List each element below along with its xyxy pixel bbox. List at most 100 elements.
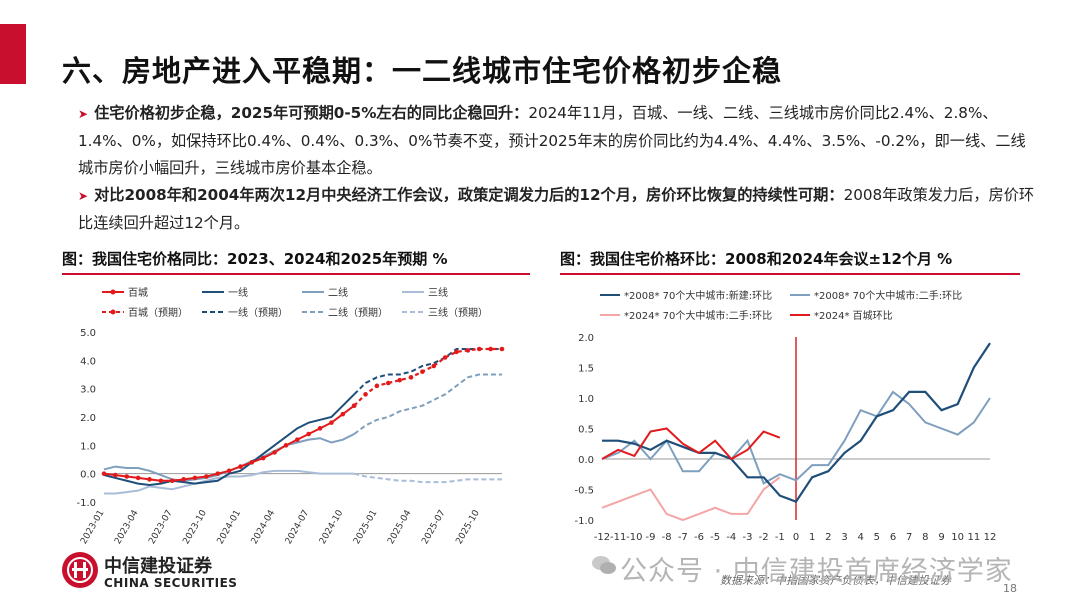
right-figure-rule bbox=[560, 273, 1020, 275]
x-tick-label: -11 bbox=[610, 532, 626, 543]
data-point bbox=[238, 464, 243, 469]
x-tick-label: 4 bbox=[857, 532, 863, 543]
watermark-text: 公众号 · 中信建投首席经济学家 bbox=[620, 556, 1013, 587]
x-tick-label: -4 bbox=[726, 532, 736, 543]
legend-label: 百城（预期） bbox=[128, 307, 188, 319]
data-point bbox=[454, 349, 459, 355]
data-point bbox=[158, 478, 164, 484]
right-figure-title: 图：我国住宅价格环比：2008和2024年会议±12个月 % bbox=[560, 250, 953, 268]
x-tick-label: 2024-10 bbox=[318, 508, 346, 546]
watermark: 公众号 · 中信建投首席经济学家 bbox=[560, 549, 1013, 588]
x-tick-label: 2025-01 bbox=[352, 509, 379, 547]
data-point bbox=[283, 443, 289, 448]
series-line-1 bbox=[103, 393, 355, 487]
x-tick-label: -12 bbox=[594, 532, 610, 543]
bullet-2-heading: 对比2008年和2004年两次12月中央经济工作会议，政策定调发力后的12个月，… bbox=[94, 186, 844, 204]
data-point bbox=[420, 369, 425, 374]
series-line-3 bbox=[104, 469, 355, 495]
mom-price-chart: -1.0-0.50.00.51.01.52.0-12 -11 -10 -9 -8 -7 -6… bbox=[574, 289, 996, 543]
wechat-icon bbox=[592, 556, 616, 574]
x-tick-label: -7 bbox=[678, 532, 688, 543]
y-tick-label: 1.0 bbox=[80, 441, 96, 452]
x-tick-label: 3 bbox=[841, 532, 847, 543]
legend-label: 三线（预期） bbox=[428, 306, 488, 319]
data-point bbox=[329, 420, 334, 425]
x-tick-label: -6 bbox=[694, 532, 704, 543]
left-figure-title: 图：我国住宅价格同比：2023、2024和2025年预期 % bbox=[62, 250, 448, 268]
data-source: 数据来源：中指国家资产负债表，中信建投证券 bbox=[720, 574, 951, 587]
x-tick-label: 5 bbox=[874, 532, 880, 543]
series-line-5 bbox=[353, 348, 502, 396]
data-point bbox=[397, 377, 402, 383]
y-tick-label: -0.5 bbox=[574, 486, 594, 497]
x-tick-label: -1 bbox=[775, 532, 785, 543]
bullet-arrow-icon: ➤ bbox=[78, 107, 89, 121]
data-point bbox=[147, 477, 152, 482]
y-tick-label: 2.0 bbox=[578, 333, 594, 344]
logo-text-en: CHINA SECURITIES bbox=[104, 576, 238, 590]
bullet-arrow-icon: ➤ bbox=[78, 189, 89, 203]
data-point bbox=[351, 403, 357, 408]
page-title: 六、房地产进入平稳期：一二线城市住宅价格初步企稳 bbox=[62, 54, 783, 88]
data-point bbox=[476, 346, 482, 352]
x-tick-label: 2023-04 bbox=[113, 508, 141, 546]
y-tick-label: 1.5 bbox=[578, 364, 594, 375]
y-tick-label: -1.0 bbox=[76, 498, 96, 509]
x-tick-label: -2 bbox=[759, 532, 769, 543]
x-tick-label: 9 bbox=[938, 532, 944, 543]
data-point bbox=[363, 392, 368, 397]
x-tick-label: -3 bbox=[743, 532, 753, 543]
legend-label: 一线 bbox=[228, 286, 248, 299]
x-tick-label: 7 bbox=[906, 532, 912, 543]
data-point bbox=[295, 437, 300, 442]
data-point bbox=[272, 450, 277, 455]
x-tick-label: 2025-04 bbox=[386, 508, 414, 546]
legend-label: *2008* 70个大中城市:二手:环比 bbox=[814, 289, 962, 302]
bullet-1: ➤ 住宅价格初步企稳，2025年可预期0-5%左右的同比企稳回升：2024年11月… bbox=[78, 100, 1038, 182]
x-tick-label: -5 bbox=[710, 532, 720, 543]
data-point bbox=[181, 477, 186, 482]
x-tick-label: 2024-07 bbox=[284, 509, 311, 547]
x-tick-label: -10 bbox=[626, 532, 642, 543]
title-accent-bar bbox=[0, 24, 26, 84]
x-tick-label: 2 bbox=[825, 532, 831, 543]
series-line-3 bbox=[601, 427, 781, 461]
x-tick-label: 0 bbox=[793, 532, 799, 543]
y-tick-label: 2.0 bbox=[80, 413, 96, 424]
y-tick-label: 4.0 bbox=[80, 356, 96, 367]
y-tick-label: 0.5 bbox=[578, 425, 594, 436]
legend-label: *2024* 70个大中城市:二手:环比 bbox=[624, 309, 772, 322]
x-tick-label: 2025-07 bbox=[420, 509, 447, 547]
y-tick-label: 0.0 bbox=[578, 455, 594, 466]
bullet-2: ➤ 对比2008年和2004年两次12月中央经济工作会议，政策定调发力后的12个月… bbox=[78, 182, 1038, 237]
legend-label: 三线 bbox=[428, 286, 448, 299]
data-point bbox=[488, 346, 493, 352]
data-point bbox=[385, 380, 391, 386]
bullet-2-text: 2008年政策发力后，房价环比连续回升超过12个月。 bbox=[78, 186, 1035, 232]
data-point bbox=[192, 475, 198, 481]
x-tick-label: 10 bbox=[951, 532, 964, 543]
data-point bbox=[465, 348, 471, 353]
x-tick-label: 2025-10 bbox=[454, 508, 482, 546]
data-point bbox=[249, 460, 255, 465]
x-tick-label: 2024-04 bbox=[250, 508, 278, 546]
x-tick-label: 2024-01 bbox=[216, 509, 243, 547]
y-tick-label: 1.0 bbox=[578, 394, 594, 405]
legend-marker bbox=[110, 289, 116, 295]
china-securities-logo bbox=[62, 552, 98, 588]
x-tick-label: 2023-01 bbox=[79, 509, 106, 547]
bullet-list: ➤ 住宅价格初步企稳，2025年可预期0-5%左右的同比企稳回升：2024年11月… bbox=[78, 100, 1038, 237]
data-point bbox=[408, 375, 414, 380]
series-line-0 bbox=[602, 342, 991, 504]
data-point bbox=[215, 471, 221, 476]
y-tick-label: 0.0 bbox=[80, 470, 96, 481]
data-point bbox=[442, 355, 448, 360]
page-number: 18 bbox=[1003, 582, 1017, 595]
x-tick-label: 8 bbox=[922, 532, 928, 543]
series-line-6 bbox=[353, 373, 502, 435]
y-tick-label: -1.0 bbox=[574, 516, 594, 527]
series-line-2 bbox=[601, 476, 781, 522]
left-figure-rule bbox=[62, 273, 530, 275]
data-point bbox=[340, 411, 346, 417]
